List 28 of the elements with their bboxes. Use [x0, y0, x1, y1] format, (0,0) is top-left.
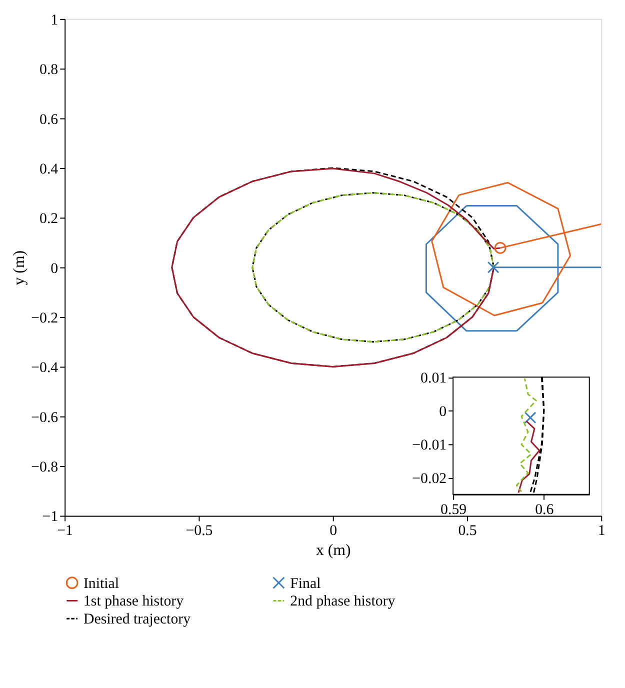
x-axis-title: x (m): [316, 542, 351, 559]
y-tick-label: 0.2: [40, 211, 58, 228]
legend-label: Initial: [83, 576, 120, 592]
legend-label: 1st phase history: [83, 594, 184, 610]
x-tick-label: 0.5: [458, 523, 477, 540]
y-tick-label: 0.01: [420, 370, 447, 387]
legend-label: Desired trajectory: [83, 612, 192, 628]
y-tick-label: 0.4: [40, 161, 59, 178]
line-series: [516, 378, 537, 492]
y-tick-label: 0.8: [40, 62, 58, 78]
y-tick-label: −0.2: [31, 310, 58, 326]
x-tick-label: 0.59: [440, 502, 467, 518]
y-tick-label: 0: [439, 404, 447, 420]
y-tick-label: −0.6: [31, 410, 58, 426]
y-tick-label: 0: [50, 260, 58, 277]
y-axis-title: y (m): [11, 250, 28, 286]
legend-label: Final: [290, 576, 321, 592]
y-tick-label: −0.01: [412, 438, 447, 454]
x-tick-label: 0: [330, 523, 338, 540]
y-tick-label: 0.6: [40, 112, 58, 128]
y-tick-label: −0.4: [31, 360, 59, 376]
y-tick-label: −0.02: [412, 471, 447, 488]
y-tick-label: 1: [50, 12, 58, 28]
x-tick-label: −0.5: [186, 523, 213, 540]
line-series: [518, 420, 540, 494]
x-tick-label: 1: [598, 523, 606, 540]
y-tick-label: −0.8: [31, 460, 58, 476]
legend-label: 2nd phase history: [290, 594, 396, 610]
